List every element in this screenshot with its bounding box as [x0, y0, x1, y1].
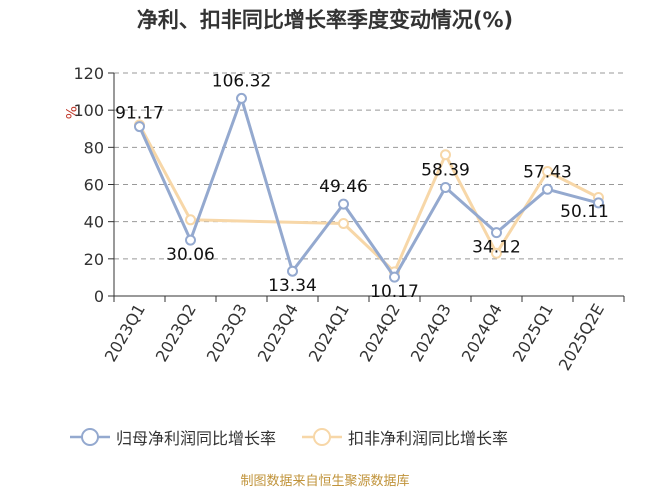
x-tick-label-2023Q4: 2023Q4	[254, 301, 302, 365]
series-0-point-2023Q4	[287, 265, 298, 277]
series-0-point-2023Q2	[185, 234, 196, 246]
x-tick-label-2023Q2: 2023Q2	[152, 301, 200, 365]
data-label-2024Q3: 58.39	[421, 160, 470, 180]
x-tick-label-2025Q1: 2025Q1	[509, 301, 557, 365]
source-note: 制图数据来自恒生聚源数据库	[240, 474, 410, 489]
series-0-point-2024Q2	[389, 271, 400, 283]
series-1-point-2024Q1	[338, 218, 349, 230]
legend-item-deducted-profit[interactable]: 扣非净利润同比增长率	[302, 425, 508, 449]
series-0-point-2024Q1	[338, 198, 349, 210]
x-tick-label-2025Q2E: 2025Q2E	[555, 301, 608, 374]
legend-item-net-profit[interactable]: 归母净利润同比增长率	[70, 425, 276, 449]
x-tick-label-2024Q4: 2024Q4	[458, 301, 506, 365]
series-0-point-2025Q1	[542, 183, 553, 195]
legend-marker-net-profit	[70, 428, 110, 446]
x-tick-labels: 2023Q1 2023Q2 2023Q3 2023Q4 2024Q1 2024Q2 2024…	[101, 301, 608, 374]
legend-label-deducted-profit: 扣非净利润同比增长率	[348, 429, 509, 448]
data-label-2024Q4: 34.12	[472, 238, 521, 258]
y-tick-label-60: 60	[84, 176, 104, 195]
y-tick-label-20: 20	[84, 250, 104, 269]
x-tick-label-2023Q3: 2023Q3	[203, 301, 251, 365]
series-0-point-2023Q1	[134, 121, 145, 133]
grid-lines	[114, 72, 624, 260]
x-tick-label-2023Q1: 2023Q1	[101, 301, 149, 365]
axes	[108, 72, 625, 302]
legend: 归母净利润同比增长率 扣非净利润同比增长率	[70, 424, 534, 450]
series-1-point-2024Q3	[440, 149, 451, 161]
y-tick-label-80: 80	[84, 138, 104, 157]
series-0-point-2025Q2E	[593, 197, 604, 209]
data-label-2023Q1: 91.17	[115, 104, 164, 124]
data-label-2024Q2: 10.17	[370, 282, 419, 302]
data-labels: 91.17 30.06 106.32 13.34 49.46 10.17 58.39 34.1…	[115, 71, 609, 302]
series-1-point-2024Q4	[491, 247, 502, 259]
y-axis-label: %	[62, 106, 78, 119]
legend-label-net-profit: 归母净利润同比增长率	[116, 429, 277, 448]
series-1-point-2025Q1	[542, 165, 553, 177]
series-0-point-2024Q4	[491, 227, 502, 239]
data-label-2025Q2E: 50.11	[560, 202, 609, 222]
series-line-0	[138, 96, 599, 279]
data-label-2023Q3: 106.32	[212, 71, 271, 91]
legend-marker-deducted-profit	[302, 428, 343, 446]
series-line-1	[138, 124, 600, 274]
y-tick-label-40: 40	[84, 213, 104, 232]
y-tick-label-0: 0	[94, 287, 104, 306]
series-1-point-2023Q2	[185, 214, 196, 226]
y-tick-label-100: 100	[73, 101, 104, 120]
series-group	[134, 92, 604, 283]
series-0-point-2023Q3	[236, 92, 247, 104]
x-tick-label-2024Q2: 2024Q2	[356, 301, 404, 365]
x-tick-label-2024Q1: 2024Q1	[305, 301, 353, 365]
data-label-2023Q4: 13.34	[268, 276, 317, 296]
data-label-2024Q1: 49.46	[319, 177, 368, 197]
series-0-point-2024Q3	[440, 181, 451, 193]
data-label-2025Q1: 57.43	[523, 162, 572, 182]
x-tick-label-2024Q3: 2024Q3	[407, 301, 455, 365]
data-label-2023Q2: 30.06	[166, 245, 215, 265]
chart-title: 净利、扣非同比增长率季度变动情况(%)	[136, 8, 514, 32]
y-tick-label-120: 120	[73, 64, 104, 83]
y-tick-labels: 0 20 40 60 80 100 120	[73, 64, 104, 306]
